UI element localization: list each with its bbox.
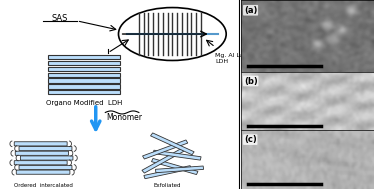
FancyBboxPatch shape [14,142,67,146]
FancyBboxPatch shape [19,146,72,151]
Bar [48,90,120,94]
Polygon shape [156,166,203,173]
Polygon shape [153,150,201,160]
Text: (c): (c) [244,135,257,144]
Bar [48,67,120,71]
FancyBboxPatch shape [19,165,72,170]
Polygon shape [144,166,191,179]
FancyBboxPatch shape [15,151,68,155]
Bar [48,84,120,89]
Bar [48,73,120,77]
FancyBboxPatch shape [21,156,73,160]
Polygon shape [151,158,198,175]
Polygon shape [142,149,184,173]
Bar [48,78,120,83]
Text: Organo Modified  LDH: Organo Modified LDH [46,100,122,106]
Text: (b): (b) [244,77,258,85]
FancyBboxPatch shape [14,161,67,165]
Text: Monomer: Monomer [107,113,142,122]
Text: Ordered  intercalated
nanocomoposites: Ordered intercalated nanocomoposites [13,183,73,189]
Text: (a): (a) [244,6,257,15]
FancyBboxPatch shape [16,170,70,174]
Polygon shape [150,133,194,155]
Bar [48,61,120,65]
Bar [48,55,120,59]
Text: Exfoliated
nanocomposites: Exfoliated nanocomposites [145,183,190,189]
Text: SAS: SAS [52,14,68,23]
Polygon shape [142,140,188,159]
Text: Mg. Al Layers of
LDH: Mg. Al Layers of LDH [215,53,266,64]
